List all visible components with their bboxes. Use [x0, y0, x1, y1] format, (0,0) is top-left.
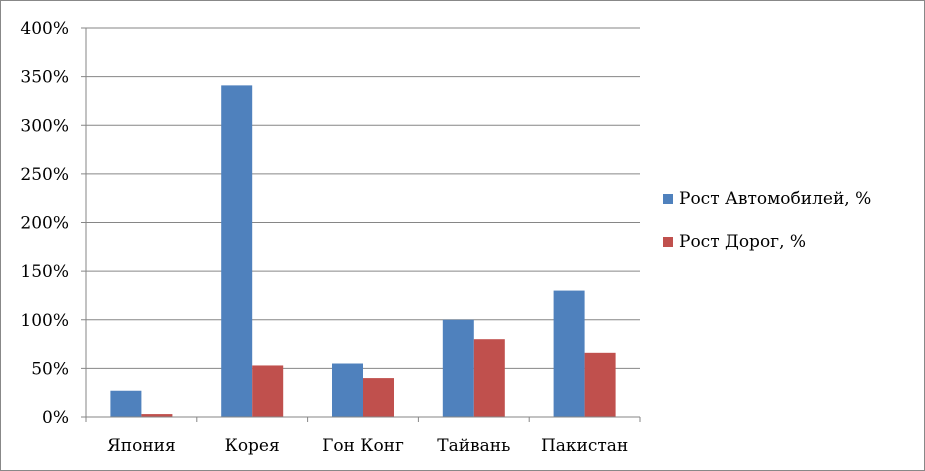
- bar-roads: [473, 339, 505, 417]
- bar-roads: [584, 352, 616, 417]
- legend-swatch: [663, 194, 673, 204]
- legend: Рост Автомобилей, % Рост Дорог, %: [663, 189, 871, 252]
- x-tick-labels: Япония Корея Гон Конг Тайвань Пакистан: [107, 436, 628, 456]
- x-tick-label: Пакистан: [541, 436, 628, 456]
- y-tick-label: 200%: [20, 214, 69, 234]
- bars: [110, 85, 616, 417]
- axes: [85, 28, 641, 422]
- legend-label: Рост Автомобилей, %: [679, 189, 871, 209]
- y-tick-label: 100%: [20, 311, 69, 331]
- y-tick-label: 150%: [20, 262, 69, 282]
- y-tick-label: 0%: [42, 408, 69, 428]
- y-tick-label: 50%: [31, 359, 69, 379]
- y-tick-labels: 0% 50% 100% 150% 200% 250% 300% 350% 400%: [20, 19, 69, 428]
- y-tick-label: 300%: [20, 116, 69, 136]
- bar-cars: [442, 319, 474, 417]
- y-tick-label: 250%: [20, 165, 69, 185]
- x-tick-label: Тайвань: [437, 436, 510, 456]
- legend-swatch: [663, 237, 673, 247]
- bar-cars: [332, 363, 363, 417]
- bar-cars: [553, 290, 585, 417]
- gridlines: [81, 27, 640, 418]
- bar-roads: [141, 414, 173, 417]
- bar-roads: [252, 365, 284, 417]
- x-tick-label: Япония: [107, 436, 176, 456]
- x-tick-label: Корея: [225, 436, 280, 456]
- bar-roads: [363, 378, 394, 417]
- x-tick-label: Гон Конг: [322, 436, 404, 456]
- legend-label: Рост Дорог, %: [679, 232, 806, 252]
- y-tick-label: 350%: [20, 68, 69, 88]
- bar-cars: [110, 390, 142, 417]
- bar-cars: [221, 85, 253, 417]
- y-tick-label: 400%: [20, 19, 69, 39]
